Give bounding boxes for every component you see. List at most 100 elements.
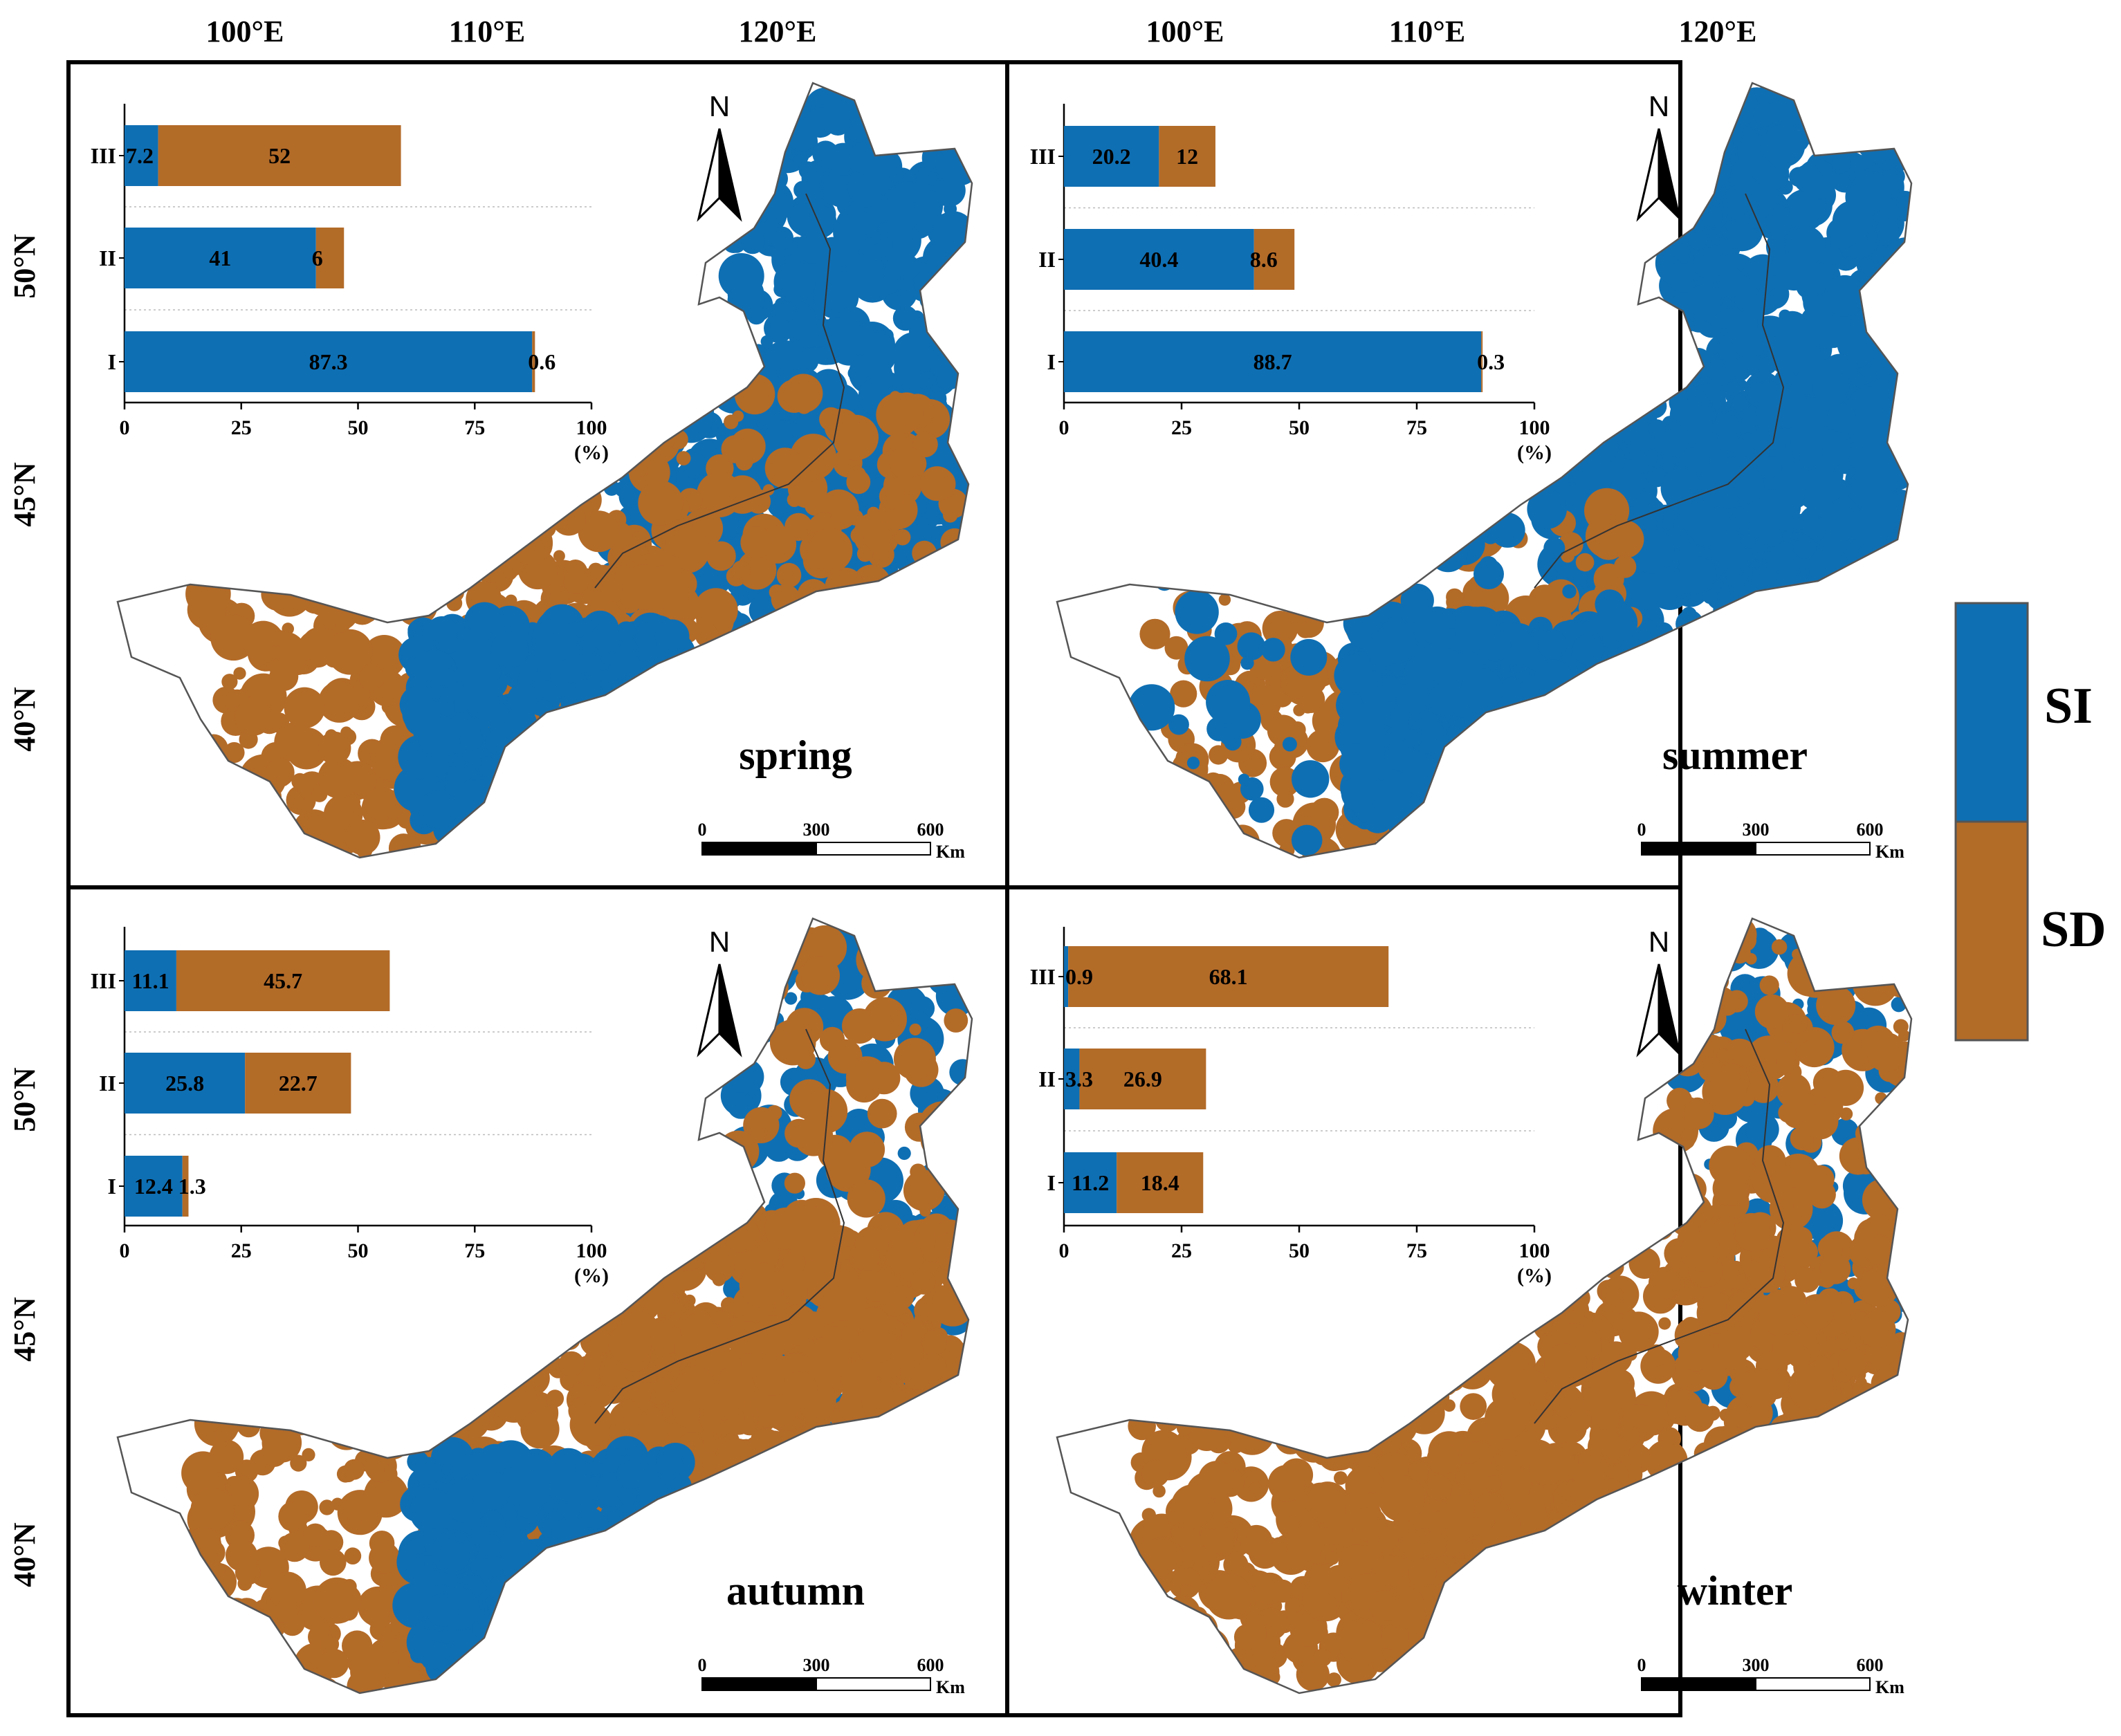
- value-label-sd: 0.3: [1477, 349, 1505, 374]
- bar-sd: [1159, 126, 1215, 187]
- x-tick-label: 100: [1519, 1239, 1550, 1262]
- value-label-si: 88.7: [1254, 349, 1292, 374]
- region-boundary: [116, 82, 973, 859]
- season-label: autumn: [726, 1568, 865, 1614]
- bar-sd: [1117, 1152, 1204, 1213]
- value-label-si: 3.3: [1065, 1066, 1093, 1091]
- value-label-si: 25.8: [165, 1071, 204, 1096]
- bar-sd: [176, 950, 390, 1011]
- lat-label: 45°N: [8, 462, 42, 527]
- value-label-sd: 68.1: [1209, 964, 1248, 989]
- bar-si: [1064, 229, 1254, 290]
- value-label-si: 20.2: [1092, 144, 1131, 169]
- value-label-sd: 0.6: [528, 349, 556, 374]
- x-tick-label: 25: [1171, 416, 1192, 439]
- scale-tick: 600: [1857, 1655, 1884, 1675]
- bar-si: [1064, 1049, 1080, 1109]
- value-label-sd: 6: [312, 246, 323, 270]
- value-label-sd: 22.7: [279, 1071, 318, 1096]
- season-label: summer: [1662, 732, 1808, 778]
- bar-si: [1064, 331, 1482, 392]
- lon-label: 110°E: [449, 15, 526, 48]
- scale-tick: 0: [698, 820, 707, 840]
- x-tick-label: 50: [348, 1239, 369, 1262]
- bar-si: [1064, 946, 1069, 1007]
- value-label-si: 41: [209, 246, 231, 270]
- x-unit-label: (%): [1517, 1264, 1552, 1287]
- category-label: II: [1038, 1066, 1056, 1091]
- legend-swatch-si: [1954, 602, 2029, 823]
- lat-label: 50°N: [8, 1067, 42, 1132]
- season-label: winter: [1678, 1568, 1793, 1614]
- bar-chart-winter: 0 25 50 75 100(%) III 0.9 68.1 II 3.3 26.9 I 11.2 18.…: [1030, 927, 1552, 1287]
- north-label: N: [709, 925, 730, 958]
- scale-tick: 300: [803, 820, 830, 840]
- longitude-labels-top: 100°E 110°E 120°E 100°E 110°E 120°E: [206, 15, 1757, 48]
- north-arrow: N: [1636, 925, 1682, 1058]
- internal-boundary: [594, 1028, 845, 1424]
- scale-tick: 600: [917, 1655, 944, 1675]
- lon-label: 110°E: [1389, 15, 1466, 48]
- lat-label: 40°N: [8, 1522, 42, 1587]
- bar-si: [125, 950, 176, 1011]
- scale-tick: 300: [1743, 820, 1770, 840]
- bar-si: [125, 125, 158, 186]
- x-tick-label: 0: [120, 1239, 130, 1262]
- scale-tick: 300: [1743, 1655, 1770, 1675]
- value-label-sd: 12: [1176, 144, 1198, 169]
- bar-si: [125, 1053, 246, 1114]
- bar-si: [125, 1156, 183, 1217]
- latitude-labels-left: 50°N 45°N 40°N 50°N 45°N 40°N: [8, 234, 42, 1587]
- bar-sd: [532, 331, 535, 392]
- value-label-sd: 18.4: [1141, 1170, 1179, 1195]
- category-label: I: [1047, 1170, 1056, 1195]
- value-label-si: 11.1: [131, 968, 169, 993]
- north-label: N: [709, 90, 730, 122]
- value-label-si: 11.2: [1072, 1170, 1109, 1195]
- region-boundary: [116, 917, 973, 1695]
- north-arrow: N: [697, 90, 742, 222]
- internal-boundary: [1534, 193, 1785, 589]
- value-label-sd: 45.7: [264, 968, 302, 993]
- internal-boundary: [1534, 1028, 1785, 1424]
- category-label: I: [1047, 349, 1056, 374]
- x-unit-label: (%): [574, 441, 609, 464]
- scale-unit: Km: [936, 1677, 965, 1697]
- x-tick-label: 25: [1171, 1239, 1192, 1262]
- lon-label: 100°E: [1146, 15, 1224, 48]
- lat-label: 40°N: [8, 687, 42, 752]
- bar-si: [1064, 126, 1159, 187]
- scale-tick: 600: [917, 820, 944, 840]
- value-label-sd: 8.6: [1250, 247, 1278, 272]
- lon-label: 120°E: [1679, 15, 1757, 48]
- x-tick-label: 100: [576, 1239, 607, 1262]
- x-unit-label: (%): [574, 1264, 609, 1287]
- scale-unit: Km: [1875, 1677, 1904, 1697]
- bar-sd: [158, 125, 401, 186]
- region-boundary: [1056, 917, 1913, 1695]
- value-label-sd: 52: [268, 143, 291, 168]
- x-tick-label: 25: [231, 416, 252, 439]
- x-tick-label: 50: [1289, 416, 1310, 439]
- category-label: II: [99, 1071, 116, 1096]
- x-tick-label: 75: [1406, 416, 1427, 439]
- bar-sd: [315, 228, 345, 288]
- x-tick-label: 50: [1289, 1239, 1310, 1262]
- x-tick-label: 0: [1059, 416, 1069, 439]
- region-boundary: [1056, 82, 1913, 859]
- scale-unit: Km: [1875, 842, 1904, 862]
- x-tick-label: 75: [464, 416, 485, 439]
- scale-tick: 0: [698, 1655, 707, 1675]
- bar-sd: [245, 1053, 351, 1114]
- value-label-si: 0.9: [1065, 964, 1093, 989]
- north-label: N: [1649, 90, 1669, 122]
- bar-si: [125, 331, 533, 392]
- value-label-si: 12.4: [134, 1174, 173, 1199]
- bar-chart-spring: 0 25 50 75 100(%) III 7.2 52 II 41 6 I 87.3 0.6: [91, 104, 609, 464]
- category-label: I: [108, 1174, 116, 1199]
- scale-tick: 600: [1857, 820, 1884, 840]
